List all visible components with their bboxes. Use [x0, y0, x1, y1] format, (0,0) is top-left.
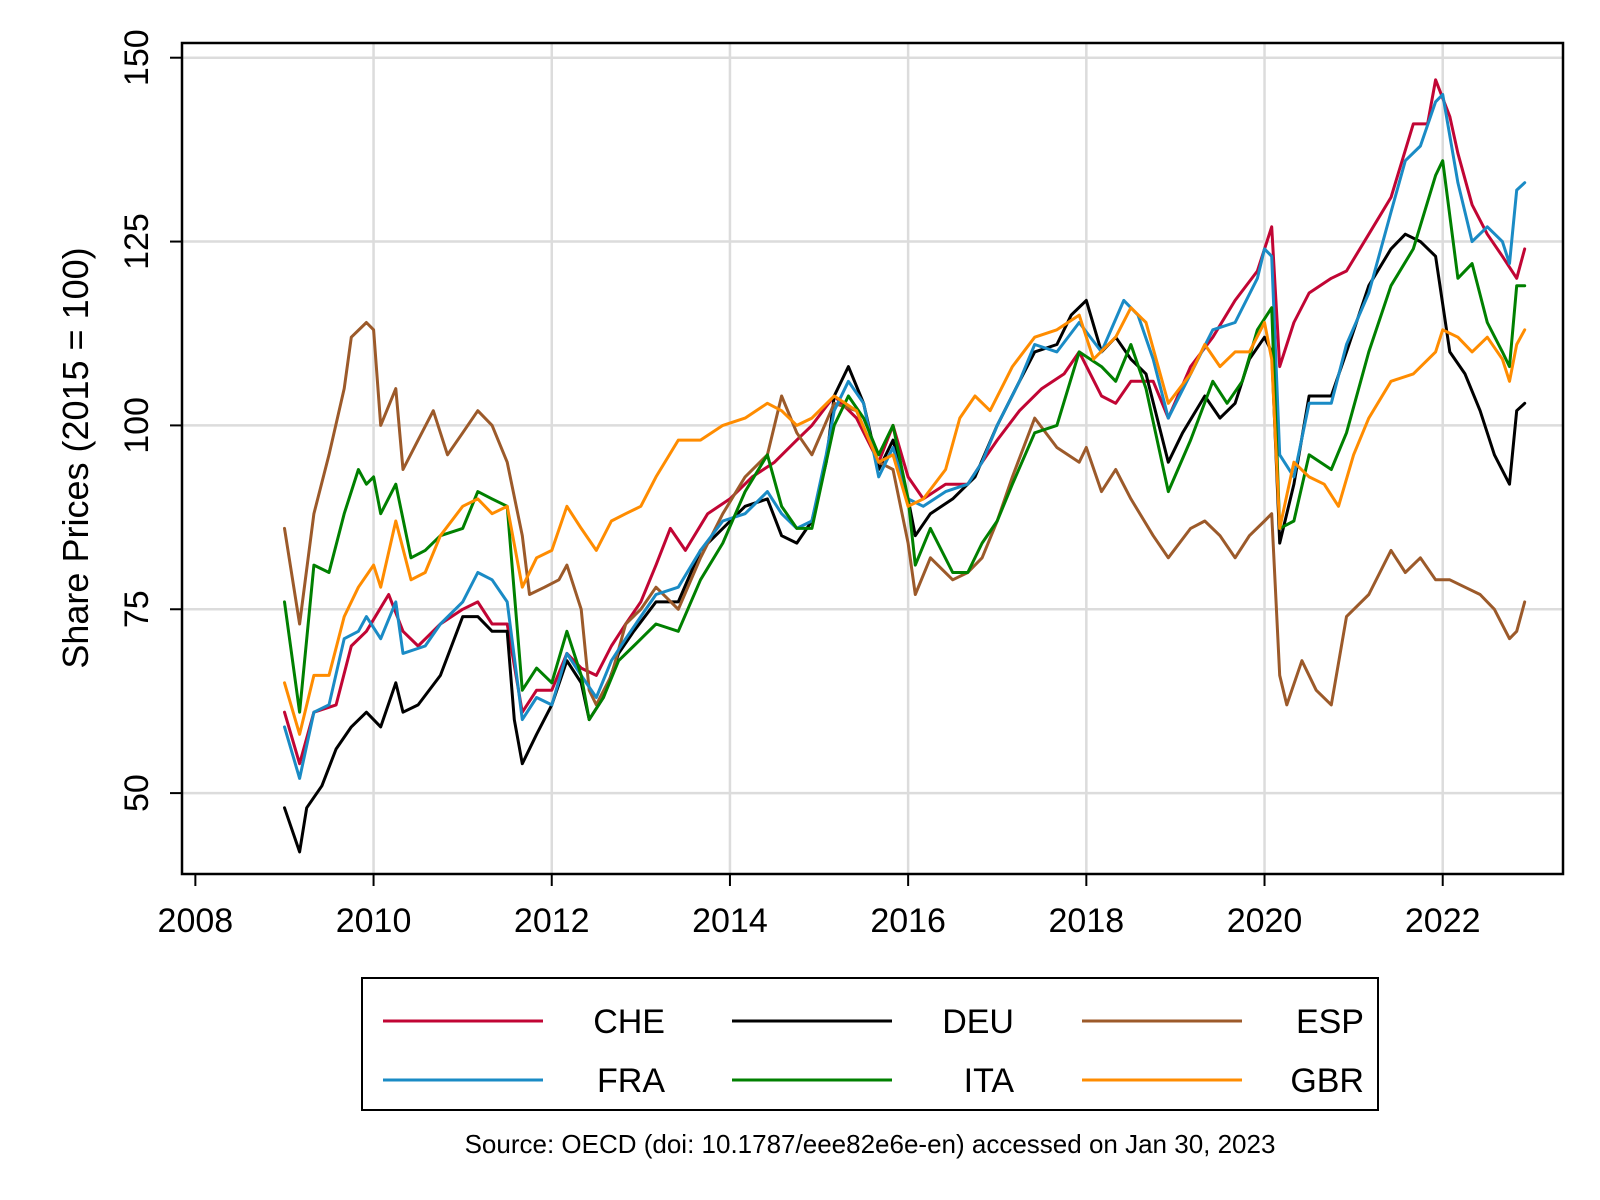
legend-label-esp: ESP: [1296, 1003, 1364, 1041]
x-tick-label: 2022: [1405, 902, 1481, 940]
series-line-ita: [283, 159, 1527, 722]
source-note: Source: OECD (doi: 10.1787/eee82e6e-en) …: [465, 1129, 1276, 1159]
grid: [182, 43, 1563, 874]
x-tick-label: 2010: [336, 902, 412, 940]
x-axis: 2008 2010 2012 2014 2016 2018 2020 2022: [158, 874, 1481, 940]
series-line-esp: [283, 321, 1527, 707]
legend-frame: [361, 977, 1379, 1111]
x-tick-label: 2012: [514, 902, 590, 940]
x-tick-label: 2020: [1227, 902, 1303, 940]
x-tick-label: 2014: [692, 902, 768, 940]
legend-label-fra: FRA: [597, 1062, 665, 1100]
y-tick-label: 100: [118, 397, 156, 454]
x-tick-label: 2018: [1049, 902, 1125, 940]
x-tick-label: 2016: [870, 902, 946, 940]
plot-frame: [180, 41, 1565, 876]
y-axis: 50 75 100 125 150: [118, 29, 182, 812]
y-tick-label: 75: [118, 590, 156, 628]
series-lines: [283, 78, 1527, 854]
series-line-fra: [283, 93, 1527, 780]
y-tick-label: 125: [118, 213, 156, 270]
legend-label-deu: DEU: [942, 1003, 1014, 1041]
y-tick-label: 50: [118, 774, 156, 812]
legend-label-che: CHE: [593, 1003, 665, 1041]
x-tick-label: 2008: [158, 902, 234, 940]
legend: CHE DEU ESP FRA ITA GBR: [361, 977, 1379, 1111]
legend-label-ita: ITA: [964, 1062, 1015, 1100]
series-line-deu: [283, 232, 1527, 854]
y-axis-title: Share Prices (2015 = 100): [55, 247, 96, 668]
series-line-gbr: [283, 306, 1527, 736]
legend-label-gbr: GBR: [1290, 1062, 1364, 1100]
series-line-che: [283, 78, 1527, 766]
y-tick-label: 150: [118, 29, 156, 86]
